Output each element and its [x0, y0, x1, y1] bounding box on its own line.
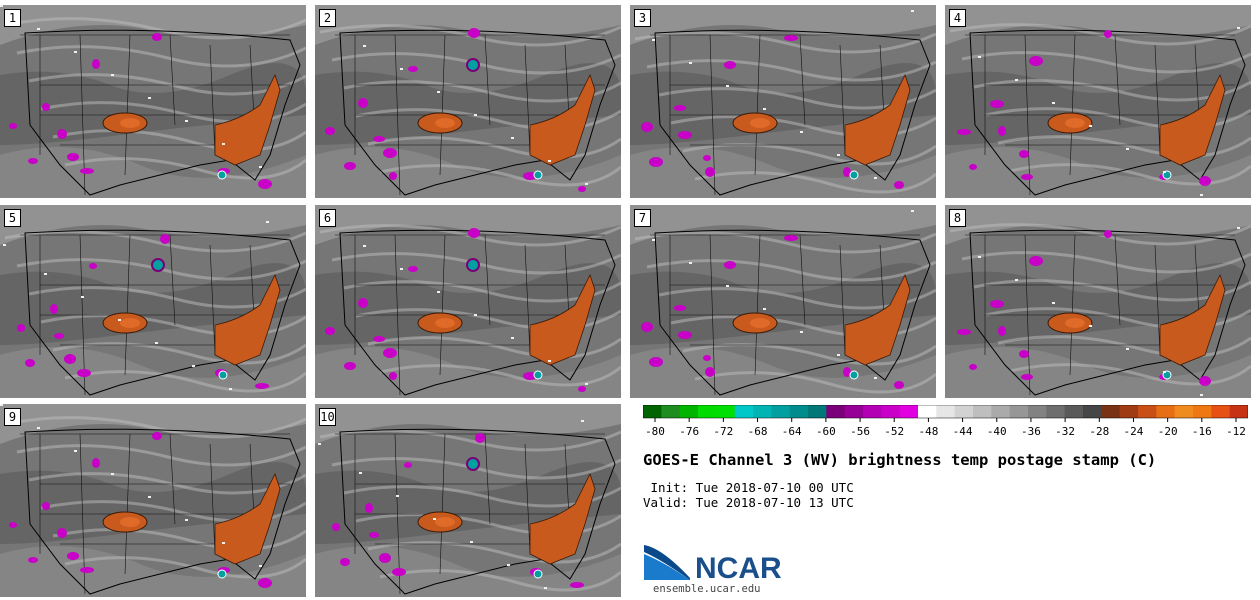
wv-map: [630, 205, 936, 398]
postage-stamp-panel: 6: [315, 205, 621, 398]
colorbar-swatch: [1174, 405, 1194, 418]
colorbar-swatch: [863, 405, 882, 418]
panel-number: 2: [319, 9, 336, 27]
postage-stamp-panel: 2: [315, 5, 621, 198]
colorbar-tick-label: -48: [918, 425, 938, 438]
colorbar-swatch: [1211, 405, 1231, 418]
colorbar-swatch: [899, 405, 919, 418]
colorbar-tick-label: -80: [645, 425, 665, 438]
panel-number: 8: [949, 209, 966, 227]
colorbar-swatch: [771, 405, 791, 418]
colorbar-tick-label: -28: [1089, 425, 1109, 438]
figure-title: GOES-E Channel 3 (WV) brightness temp po…: [643, 451, 1157, 469]
colorbar-swatch: [1064, 405, 1084, 418]
postage-stamp-panel: 9: [0, 404, 306, 597]
colorbar-swatch: [1229, 405, 1248, 418]
wv-map: [0, 5, 306, 198]
colorbar-tick-label: -68: [748, 425, 768, 438]
colorbar-tick-label: -20: [1158, 425, 1178, 438]
colorbar-swatch: [1083, 405, 1102, 418]
init-time: Init: Tue 2018-07-10 00 UTC: [643, 480, 854, 495]
postage-stamp-panel: 1: [0, 5, 306, 198]
colorbar-swatch: [1193, 405, 1212, 418]
panel-number: 6: [319, 209, 336, 227]
colorbar-swatch: [716, 405, 736, 418]
colorbar-swatch: [991, 405, 1011, 418]
ncar-logo: NCAR: [644, 545, 782, 585]
colorbar-tick-label: -76: [679, 425, 699, 438]
colorbar-swatch: [808, 405, 827, 418]
colorbar-tick-label: -24: [1124, 425, 1144, 438]
panel-number: 1: [4, 9, 21, 27]
colorbar-swatch: [789, 405, 809, 418]
colorbar-swatch: [661, 405, 681, 418]
postage-stamp-panel: 8: [945, 205, 1251, 398]
colorbar-tick-label: -32: [1055, 425, 1075, 438]
panel-number: 3: [634, 9, 651, 27]
wv-map: [945, 205, 1251, 398]
colorbar-tick-label: -60: [816, 425, 836, 438]
site-url: ensemble.ucar.edu: [653, 583, 761, 595]
panel-number: 9: [4, 408, 21, 426]
panel-number: 7: [634, 209, 651, 227]
colorbar-swatch: [679, 405, 699, 418]
colorbar-swatch: [734, 405, 754, 418]
colorbar-tick-label: -40: [987, 425, 1007, 438]
colorbar-swatch: [753, 405, 772, 418]
colorbar-swatch: [1046, 405, 1066, 418]
wv-map: [945, 5, 1251, 198]
wv-map: [315, 205, 621, 398]
colorbar-swatch: [1009, 405, 1029, 418]
panel-number: 10: [319, 408, 336, 426]
wv-map: [315, 5, 621, 198]
colorbar-swatch: [1138, 405, 1157, 418]
wv-map: [315, 404, 621, 597]
colorbar-swatch: [954, 405, 974, 418]
postage-stamp-panel: 3: [630, 5, 936, 198]
colorbar-swatch: [1101, 405, 1121, 418]
colorbar: -80 -76 -72 -68 -64 -60 -56 -52 -48 -44 -40 -36 -32 -…: [643, 405, 1248, 438]
panel-number: 5: [4, 209, 21, 227]
colorbar-tick-label: -52: [884, 425, 904, 438]
colorbar-swatch: [918, 405, 937, 418]
colorbar-swatch: [1156, 405, 1176, 418]
postage-stamp-panel: 7: [630, 205, 936, 398]
colorbar-swatch: [826, 405, 846, 418]
colorbar-swatch: [844, 405, 864, 418]
panel-number: 4: [949, 9, 966, 27]
colorbar-swatch: [1028, 405, 1047, 418]
colorbar-tick-label: -56: [850, 425, 870, 438]
postage-stamp-panel: 4: [945, 5, 1251, 198]
postage-stamp-panel: 10: [315, 404, 621, 597]
wv-map: [630, 5, 936, 198]
colorbar-swatch: [1119, 405, 1139, 418]
colorbar-tick-label: -16: [1192, 425, 1212, 438]
valid-time: Valid: Tue 2018-07-10 13 UTC: [643, 495, 854, 510]
colorbar-swatch: [973, 405, 992, 418]
colorbar-tick-label: -64: [782, 425, 802, 438]
wv-map: [0, 205, 306, 398]
colorbar-swatch: [936, 405, 956, 418]
logo-text: NCAR: [695, 552, 782, 585]
postage-stamp-panel: 5: [0, 205, 306, 398]
colorbar-swatch: [698, 405, 717, 418]
wv-map: [0, 404, 306, 597]
colorbar-swatch: [881, 405, 901, 418]
colorbar-tick-label: -44: [953, 425, 973, 438]
colorbar-tick-label: -12: [1226, 425, 1246, 438]
colorbar-tick-label: -36: [1021, 425, 1041, 438]
colorbar-swatch: [643, 405, 662, 418]
colorbar-tick-label: -72: [713, 425, 733, 438]
